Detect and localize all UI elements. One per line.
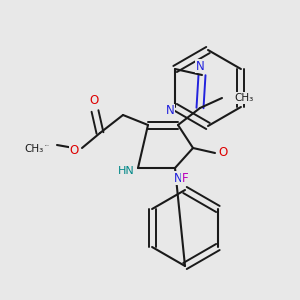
Text: N: N	[196, 59, 204, 73]
Text: CH₃: CH₃	[25, 144, 44, 154]
Text: HN: HN	[118, 166, 134, 176]
Text: F: F	[182, 172, 188, 185]
Text: N: N	[166, 104, 175, 118]
Text: O: O	[69, 145, 79, 158]
Text: methyl: methyl	[45, 144, 50, 145]
Text: O: O	[89, 94, 99, 107]
Text: O: O	[218, 146, 228, 160]
Text: CH₃: CH₃	[234, 93, 253, 103]
Text: N: N	[174, 172, 182, 184]
